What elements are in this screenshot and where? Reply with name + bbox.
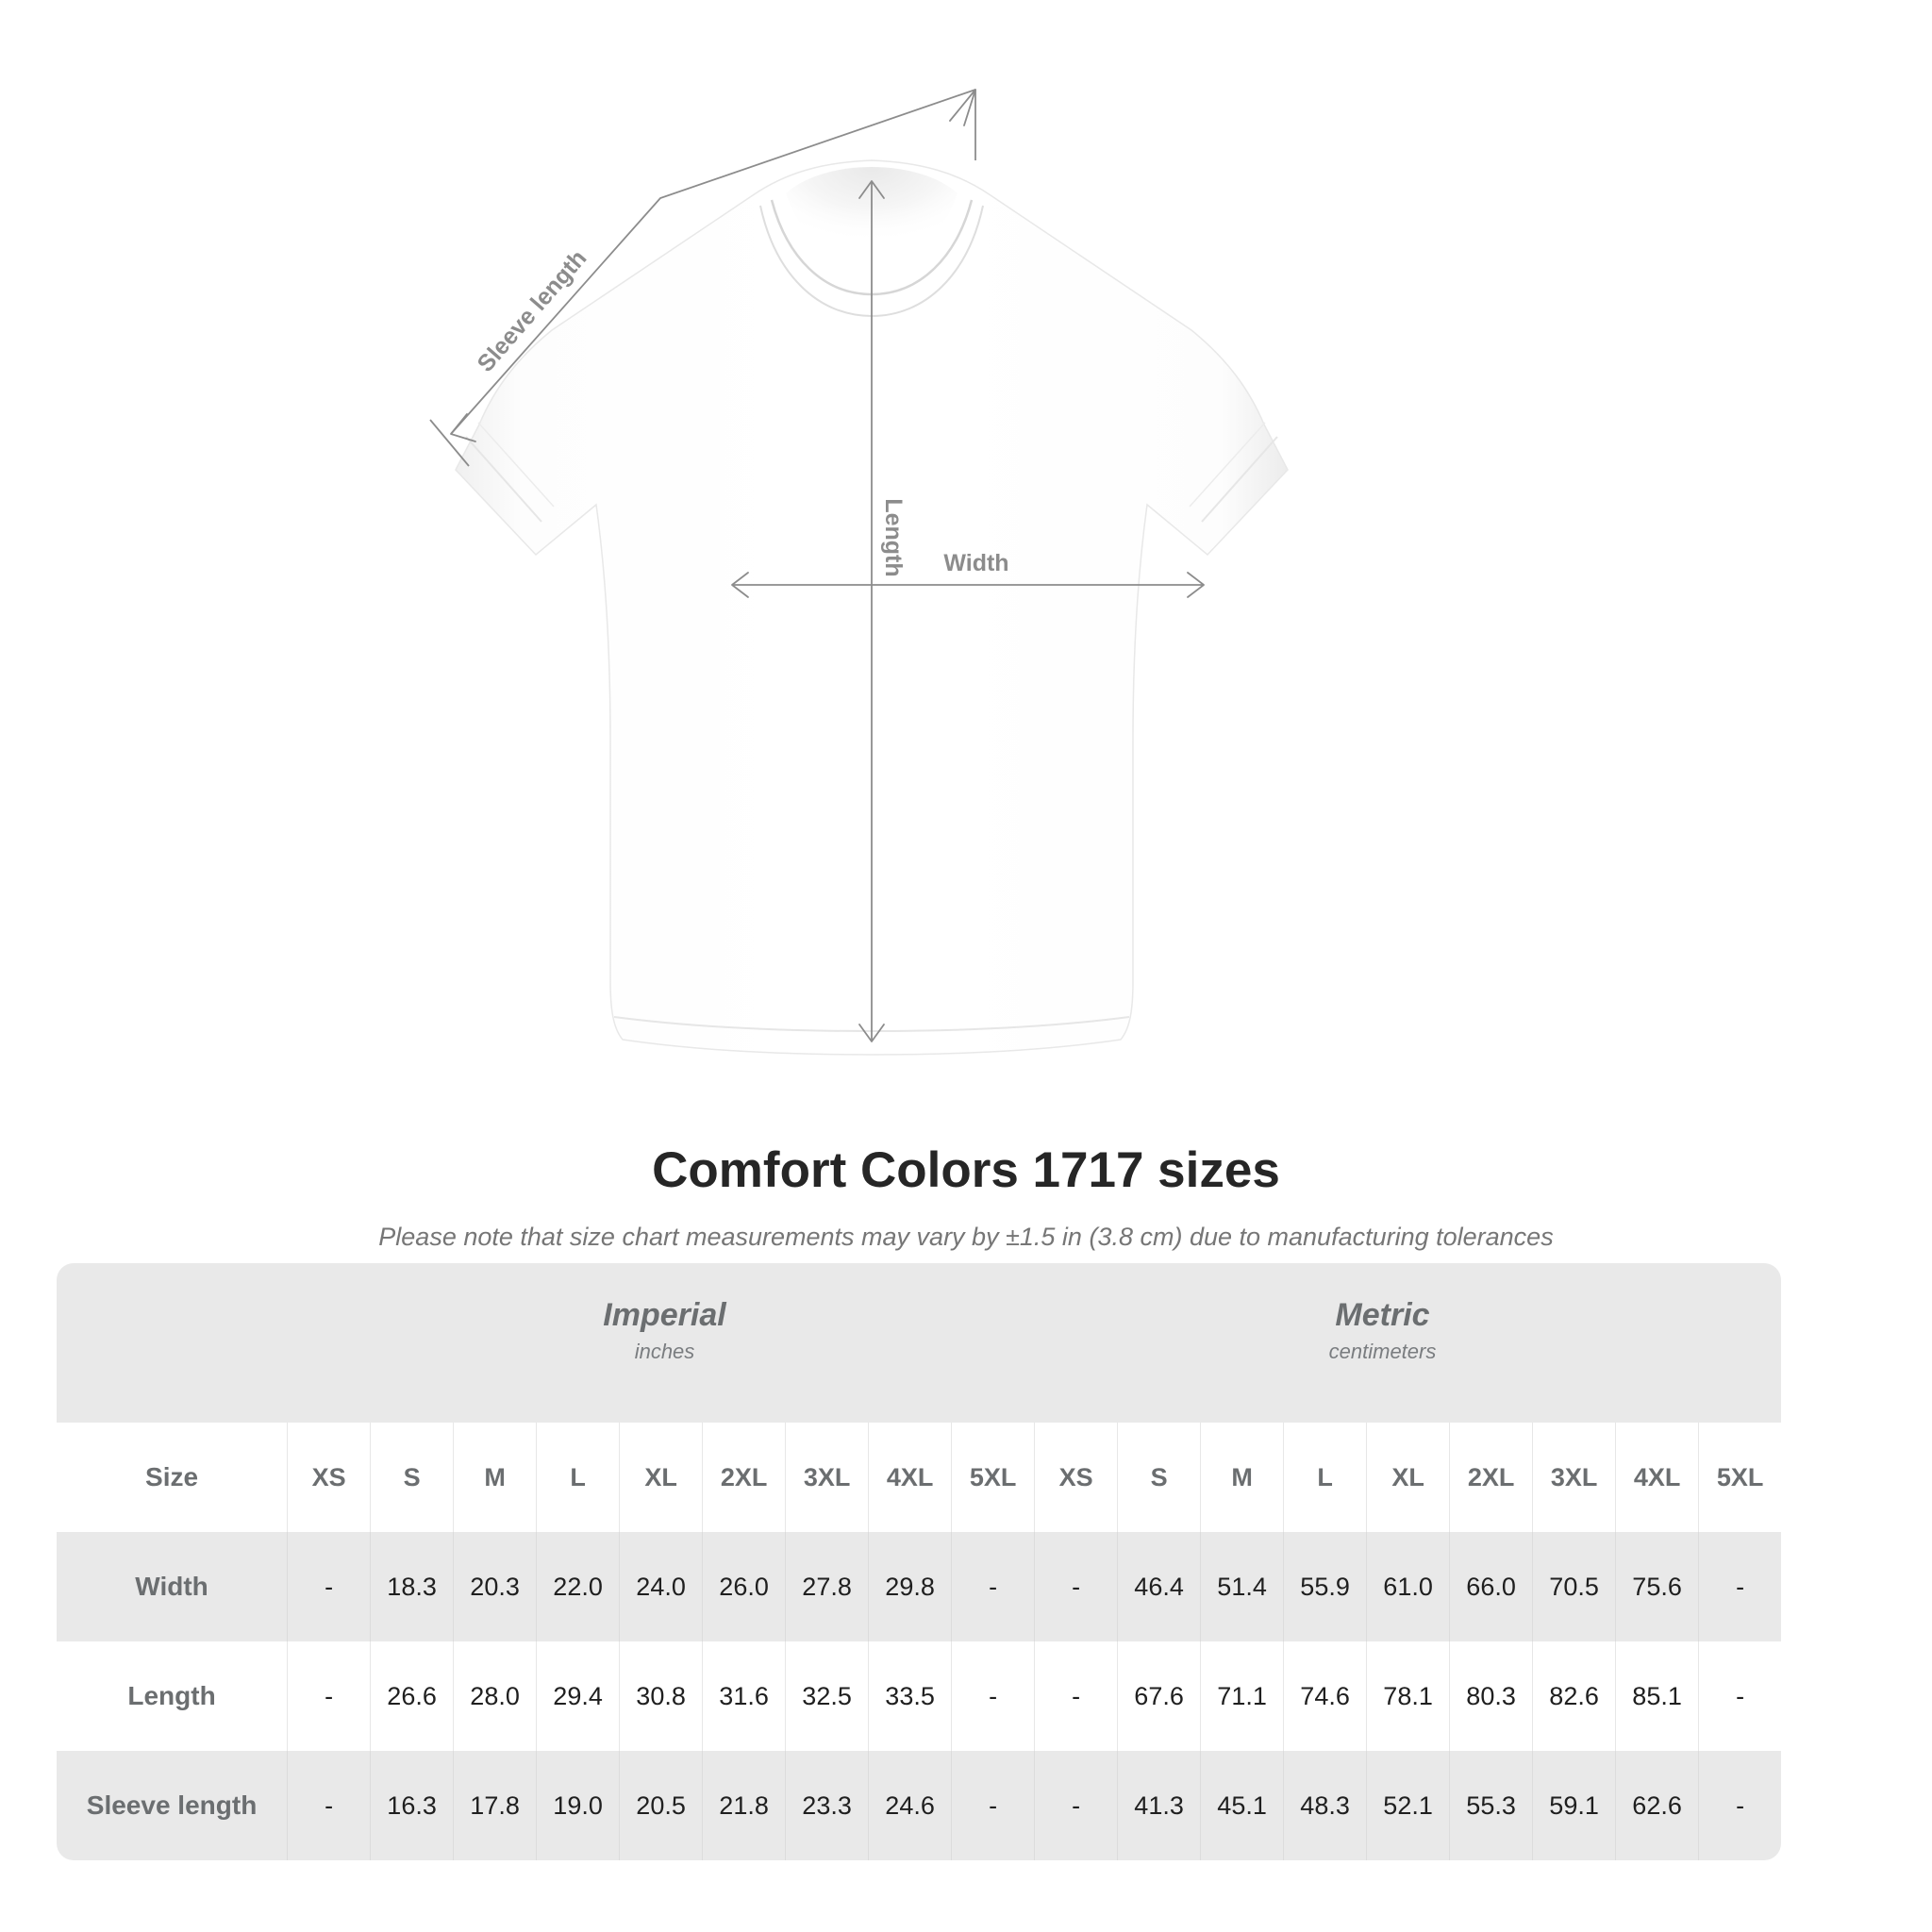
- svg-text:Width: Width: [943, 550, 1008, 576]
- svg-text:Length: Length: [880, 498, 907, 576]
